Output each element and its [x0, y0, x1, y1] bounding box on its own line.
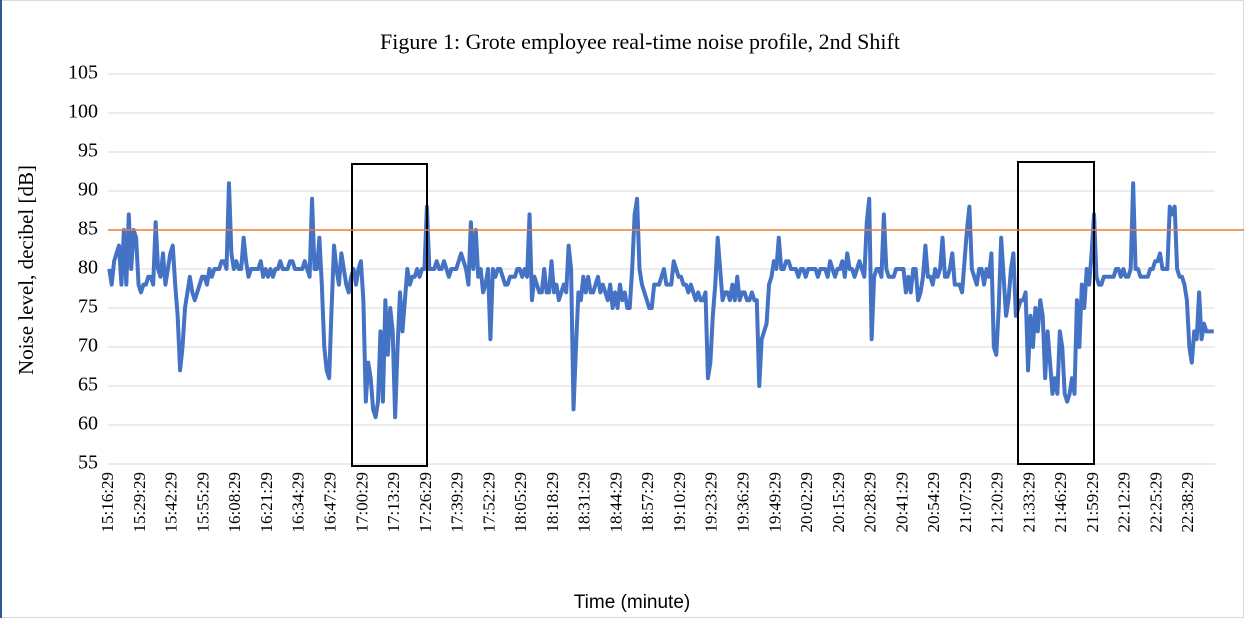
- y-tick-label: 70: [78, 335, 98, 357]
- x-tick-label: 21:07:29: [956, 472, 975, 532]
- x-tick-label: 16:21:29: [257, 472, 276, 532]
- x-tick-label: 20:41:29: [892, 472, 911, 532]
- x-tick-label: 20:54:29: [924, 472, 943, 532]
- x-tick-label: 17:26:29: [416, 472, 435, 532]
- chart-title: Figure 1: Grote employee real-time noise…: [380, 29, 900, 54]
- x-tick-label: 15:16:29: [98, 472, 117, 532]
- x-tick-label: 17:39:29: [448, 472, 467, 532]
- x-tick-label: 20:15:29: [829, 472, 848, 532]
- y-tick-label: 105: [68, 62, 98, 84]
- x-tick-label: 16:08:29: [225, 472, 244, 532]
- y-tick-label: 100: [68, 101, 98, 123]
- x-tick-label: 22:38:29: [1178, 472, 1197, 532]
- x-tick-label: 19:23:29: [702, 472, 721, 532]
- x-tick-label: 21:33:29: [1019, 472, 1038, 532]
- x-tick-label: 18:05:29: [511, 472, 530, 532]
- y-tick-label: 85: [78, 218, 98, 240]
- x-tick-label: 18:18:29: [543, 472, 562, 532]
- y-tick-label: 75: [78, 296, 98, 318]
- x-tick-label: 22:12:29: [1115, 472, 1134, 532]
- x-tick-label: 17:00:29: [352, 472, 371, 532]
- x-tick-label: 15:29:29: [130, 472, 149, 532]
- x-tick-label: 20:02:29: [797, 472, 816, 532]
- x-tick-label: 22:25:29: [1146, 472, 1165, 532]
- y-tick-label: 60: [78, 413, 98, 435]
- x-tick-label: 19:49:29: [765, 472, 784, 532]
- data-line: [107, 181, 1214, 420]
- y-tick-label: 65: [78, 374, 98, 396]
- y-tick-label: 90: [78, 179, 98, 201]
- x-tick-label: 21:20:29: [988, 472, 1007, 532]
- x-tick-label: 15:42:29: [162, 472, 181, 532]
- x-tick-label: 19:36:29: [733, 472, 752, 532]
- x-tick-label: 21:46:29: [1051, 472, 1070, 532]
- x-tick-label: 16:34:29: [289, 472, 308, 532]
- x-axis-label: Time (minute): [574, 592, 690, 613]
- x-tick-label: 15:55:29: [193, 472, 212, 532]
- y-tick-label: 80: [78, 257, 98, 279]
- highlight-box: [1017, 161, 1095, 465]
- y-tick-label: 55: [78, 452, 98, 474]
- y-axis-label: Noise level, decibel [dB]: [14, 165, 38, 375]
- x-tick-label: 18:57:29: [638, 472, 657, 532]
- x-tick-label: 16:47:29: [321, 472, 340, 532]
- highlight-box: [351, 163, 428, 467]
- x-tick-label: 20:28:29: [861, 472, 880, 532]
- x-tick-label: 18:44:29: [606, 472, 625, 532]
- y-tick-label: 95: [78, 140, 98, 162]
- x-tick-label: 19:10:29: [670, 472, 689, 532]
- x-tick-label: 17:13:29: [384, 472, 403, 532]
- x-tick-label: 18:31:29: [575, 472, 594, 532]
- x-tick-label: 21:59:29: [1083, 472, 1102, 532]
- x-tick-label: 17:52:29: [479, 472, 498, 532]
